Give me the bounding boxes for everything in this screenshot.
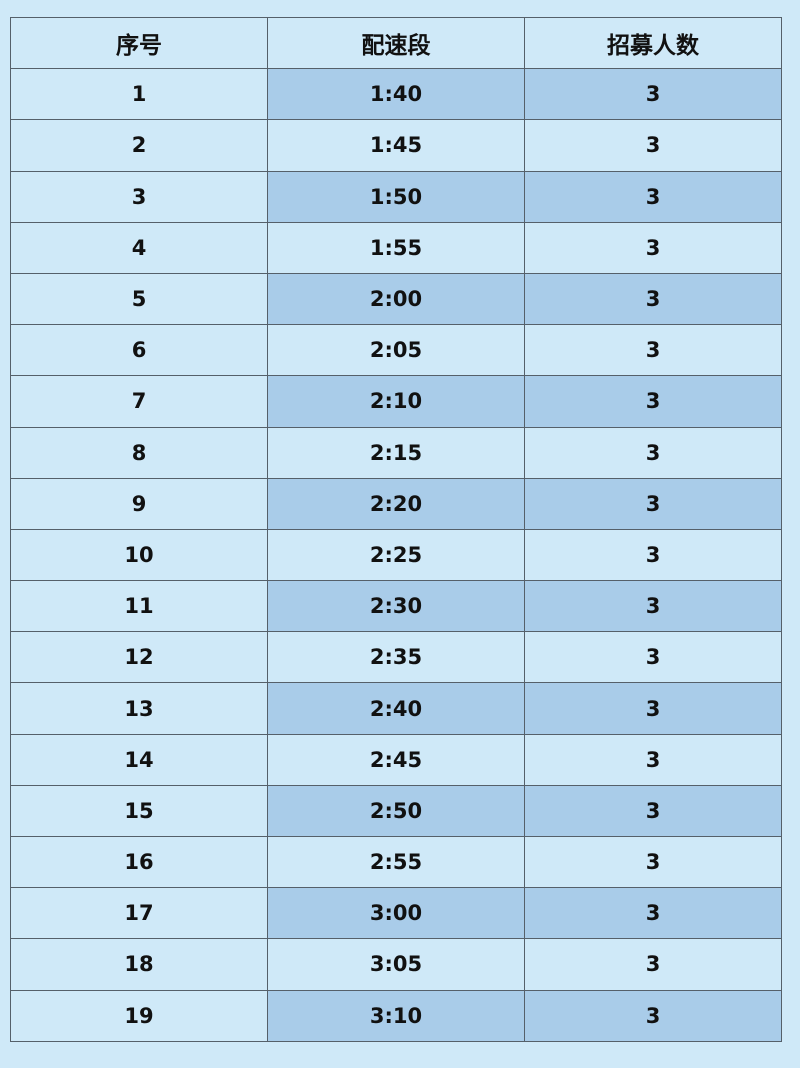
cell-index: 11 [10, 580, 268, 633]
cell-pace: 1:55 [267, 221, 525, 274]
table-row: 1 1:40 3 [10, 68, 782, 121]
cell-index: 1 [10, 68, 268, 121]
cell-pace: 3:05 [267, 938, 525, 991]
header-row: 序号 配速段 招募人数 [10, 16, 782, 70]
cell-index: 12 [10, 631, 268, 684]
cell-index: 4 [10, 221, 268, 274]
cell-pace: 1:40 [267, 68, 525, 121]
cell-recruit-count: 3 [524, 989, 782, 1042]
table-row: 15 2:50 3 [10, 784, 782, 838]
table-row: 18 3:05 3 [10, 938, 782, 991]
cell-index: 8 [10, 426, 268, 479]
cell-recruit-count: 3 [524, 528, 782, 582]
cell-pace: 2:50 [267, 784, 525, 838]
cell-pace: 1:45 [267, 119, 525, 172]
cell-recruit-count: 3 [524, 477, 782, 530]
cell-pace: 2:30 [267, 580, 525, 633]
cell-index: 9 [10, 477, 268, 530]
cell-pace: 2:40 [267, 682, 525, 735]
cell-recruit-count: 3 [524, 426, 782, 479]
cell-recruit-count: 3 [524, 784, 782, 838]
cell-recruit-count: 3 [524, 682, 782, 735]
pace-recruitment-table: 序号 配速段 招募人数 1 1:40 3 2 1:45 3 3 1:50 3 4 1:55 3 5 2:0… [10, 16, 782, 1042]
cell-index: 17 [10, 887, 268, 940]
cell-index: 7 [10, 375, 268, 428]
cell-pace: 3:10 [267, 989, 525, 1042]
cell-index: 2 [10, 119, 268, 172]
table-row: 4 1:55 3 [10, 221, 782, 274]
cell-recruit-count: 3 [524, 68, 782, 121]
cell-pace: 1:50 [267, 170, 525, 223]
cell-recruit-count: 3 [524, 324, 782, 377]
cell-pace: 2:45 [267, 733, 525, 786]
table-row: 3 1:50 3 [10, 170, 782, 223]
table-row: 9 2:20 3 [10, 477, 782, 530]
cell-index: 6 [10, 324, 268, 377]
cell-recruit-count: 3 [524, 887, 782, 940]
cell-index: 13 [10, 682, 268, 735]
cell-pace: 2:05 [267, 324, 525, 377]
table-row: 16 2:55 3 [10, 835, 782, 889]
header-index: 序号 [10, 16, 268, 70]
cell-pace: 2:35 [267, 631, 525, 684]
table-row: 11 2:30 3 [10, 580, 782, 633]
cell-index: 16 [10, 835, 268, 889]
cell-pace: 2:00 [267, 272, 525, 326]
cell-pace: 3:00 [267, 887, 525, 940]
cell-index: 10 [10, 528, 268, 582]
table-row: 10 2:25 3 [10, 528, 782, 582]
cell-index: 3 [10, 170, 268, 223]
cell-recruit-count: 3 [524, 580, 782, 633]
cell-recruit-count: 3 [524, 733, 782, 786]
table-row: 8 2:15 3 [10, 426, 782, 479]
table-row: 19 3:10 3 [10, 989, 782, 1042]
cell-recruit-count: 3 [524, 835, 782, 889]
cell-recruit-count: 3 [524, 119, 782, 172]
table-row: 13 2:40 3 [10, 682, 782, 735]
table-row: 2 1:45 3 [10, 119, 782, 172]
table-row: 6 2:05 3 [10, 324, 782, 377]
cell-index: 14 [10, 733, 268, 786]
cell-recruit-count: 3 [524, 272, 782, 326]
cell-index: 15 [10, 784, 268, 838]
header-pace: 配速段 [267, 16, 525, 70]
cell-pace: 2:25 [267, 528, 525, 582]
table-row: 5 2:00 3 [10, 272, 782, 326]
cell-recruit-count: 3 [524, 631, 782, 684]
table-row: 17 3:00 3 [10, 887, 782, 940]
header-recruit-count: 招募人数 [524, 16, 782, 70]
cell-recruit-count: 3 [524, 221, 782, 274]
table-row: 12 2:35 3 [10, 631, 782, 684]
table-row: 7 2:10 3 [10, 375, 782, 428]
cell-recruit-count: 3 [524, 170, 782, 223]
cell-index: 19 [10, 989, 268, 1042]
cell-pace: 2:15 [267, 426, 525, 479]
cell-index: 18 [10, 938, 268, 991]
cell-pace: 2:20 [267, 477, 525, 530]
cell-index: 5 [10, 272, 268, 326]
cell-recruit-count: 3 [524, 375, 782, 428]
cell-pace: 2:10 [267, 375, 525, 428]
cell-recruit-count: 3 [524, 938, 782, 991]
cell-pace: 2:55 [267, 835, 525, 889]
table-row: 14 2:45 3 [10, 733, 782, 786]
